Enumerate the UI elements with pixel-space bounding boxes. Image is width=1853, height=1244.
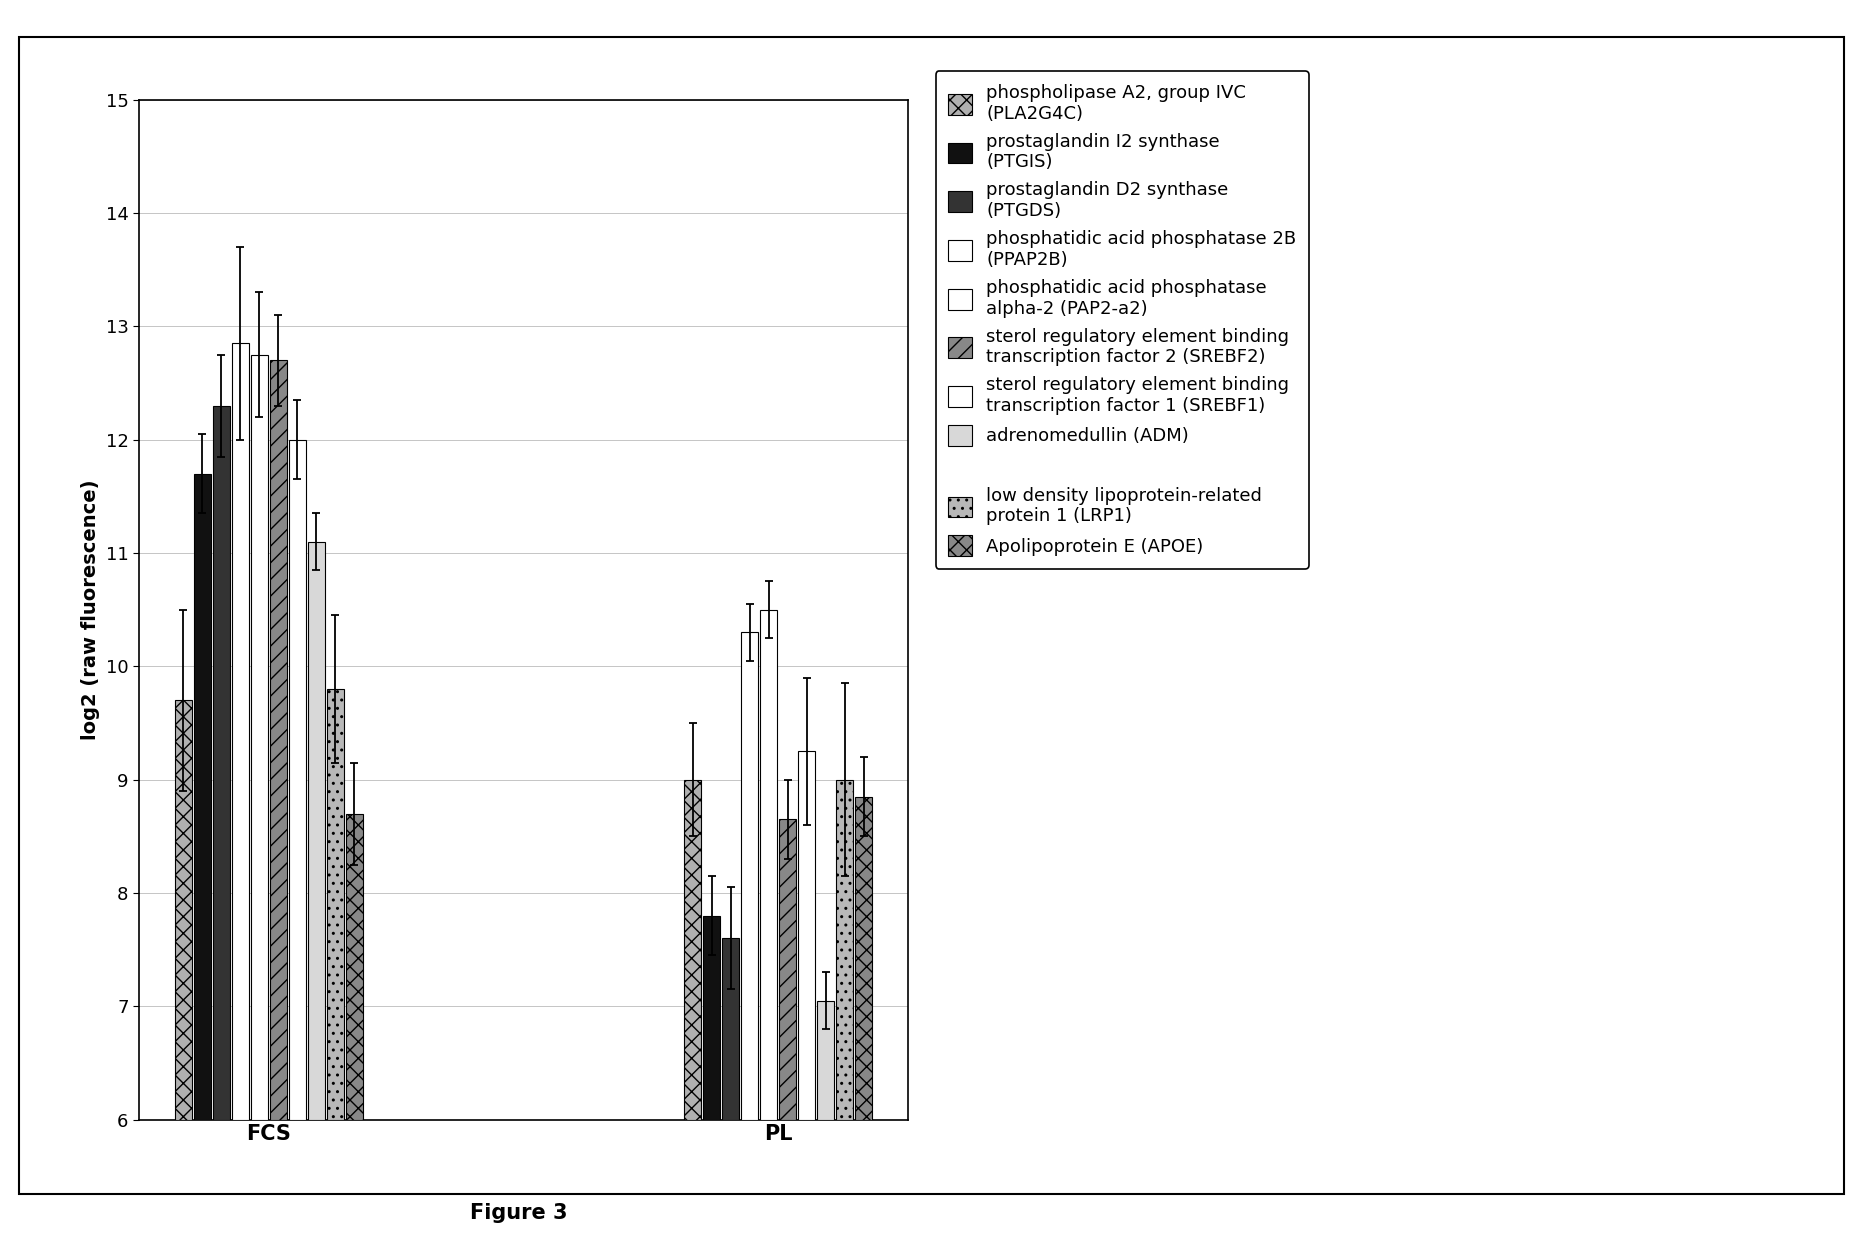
Bar: [836, 780, 852, 1120]
Bar: [213, 406, 230, 1120]
Bar: [271, 361, 287, 1120]
Text: Figure 3: Figure 3: [471, 1203, 567, 1223]
Bar: [704, 916, 721, 1120]
Bar: [856, 796, 873, 1120]
Y-axis label: log2 (raw fluorescence): log2 (raw fluorescence): [82, 479, 100, 740]
Bar: [780, 820, 797, 1120]
Bar: [347, 814, 363, 1120]
Bar: [684, 780, 700, 1120]
Bar: [174, 700, 191, 1120]
Bar: [799, 751, 815, 1120]
Bar: [723, 938, 739, 1120]
Bar: [326, 689, 343, 1120]
Bar: [250, 355, 267, 1120]
Bar: [760, 610, 776, 1120]
Bar: [232, 343, 248, 1120]
Bar: [308, 541, 324, 1120]
Legend: phospholipase A2, group IVC
(PLA2G4C), prostaglandin I2 synthase
(PTGIS), prosta: phospholipase A2, group IVC (PLA2G4C), p…: [936, 71, 1308, 569]
Bar: [195, 474, 211, 1120]
Bar: [289, 439, 306, 1120]
Bar: [741, 632, 758, 1120]
Bar: [817, 1000, 834, 1120]
